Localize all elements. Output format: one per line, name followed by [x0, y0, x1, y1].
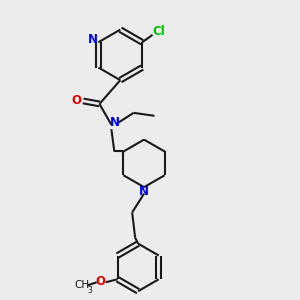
Text: N: N: [88, 33, 98, 46]
Text: Cl: Cl: [152, 26, 165, 38]
Text: CH: CH: [74, 280, 89, 290]
Text: N: N: [110, 116, 120, 129]
Text: N: N: [139, 185, 149, 198]
Text: O: O: [72, 94, 82, 107]
Text: 3: 3: [88, 286, 93, 295]
Text: O: O: [95, 275, 105, 288]
